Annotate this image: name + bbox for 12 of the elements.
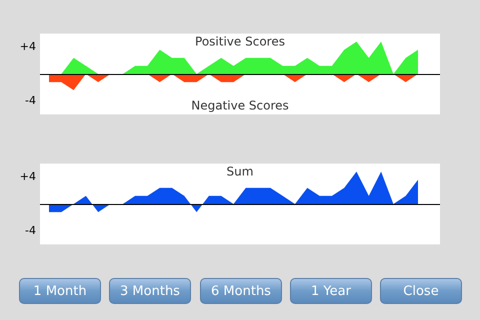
y-tick-label: +4 [20,170,36,183]
y-tick-label: -4 [25,94,36,107]
text: 6 Months [200,278,282,304]
series-label: Positive Scores [195,34,285,49]
text: 1 Month [19,278,101,304]
text: Close [380,278,462,304]
text: 3 Months [109,278,191,304]
y-tick-label: -4 [25,224,36,237]
text: 1 Year [290,278,372,304]
y-tick-label: +4 [20,40,36,53]
series-label: Negative Scores [191,98,289,113]
series-label: Sum [226,164,254,179]
